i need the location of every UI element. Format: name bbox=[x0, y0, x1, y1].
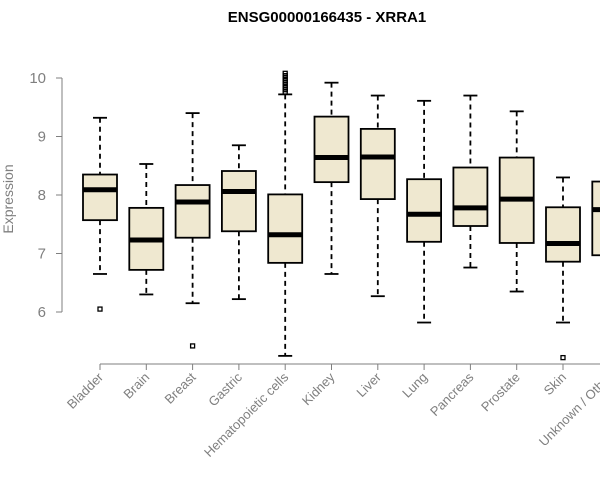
x-tick-label: Liver bbox=[353, 369, 384, 400]
outlier-point bbox=[97, 306, 103, 312]
box-hematopoietic-cells bbox=[267, 70, 304, 357]
y-tick-label: 9 bbox=[38, 129, 46, 146]
x-tick-label: Prostate bbox=[478, 370, 523, 415]
x-tick-label: Breast bbox=[162, 369, 199, 406]
box-brain bbox=[128, 163, 165, 296]
iqr-box bbox=[359, 127, 396, 200]
box-skin bbox=[545, 176, 581, 361]
outlier-point bbox=[282, 70, 288, 76]
chart-title: ENSG00000166435 - XRRA1 bbox=[228, 9, 426, 26]
iqr-box bbox=[545, 206, 581, 263]
box-prostate bbox=[498, 110, 535, 293]
x-tick-label: Bladder bbox=[64, 369, 107, 412]
x-tick-label: Brain bbox=[120, 370, 152, 402]
boxes-layer bbox=[82, 70, 600, 361]
box-gastric bbox=[220, 144, 257, 301]
y-tick-label: 7 bbox=[38, 246, 46, 263]
iqr-box bbox=[220, 170, 257, 233]
y-tick-label: 10 bbox=[29, 70, 46, 87]
x-tick-label: Hematopoietic cells bbox=[201, 369, 292, 460]
box-kidney bbox=[313, 81, 350, 275]
x-tick-label: Kidney bbox=[299, 369, 338, 408]
iqr-box bbox=[174, 184, 211, 239]
iqr-box bbox=[267, 193, 304, 264]
iqr-box bbox=[406, 178, 443, 243]
box-lung bbox=[406, 99, 443, 324]
box-liver bbox=[359, 94, 396, 298]
iqr-box bbox=[313, 115, 350, 184]
x-tick-label: Pancreas bbox=[427, 369, 477, 419]
iqr-box bbox=[591, 180, 600, 257]
y-tick-label: 6 bbox=[38, 304, 46, 321]
outlier-point bbox=[560, 354, 566, 361]
outlier-point bbox=[189, 343, 196, 349]
box-unknown-other bbox=[591, 180, 600, 257]
iqr-box bbox=[452, 166, 489, 227]
y-axis: 6 7 8 9 10 bbox=[29, 70, 63, 321]
box-bladder bbox=[82, 116, 118, 312]
iqr-box bbox=[82, 173, 118, 222]
x-tick-label: Lung bbox=[399, 370, 430, 401]
x-tick-label: Gastric bbox=[205, 369, 245, 409]
x-tick-label: Skin bbox=[541, 370, 569, 398]
y-tick-label: 8 bbox=[38, 187, 46, 204]
box-pancreas bbox=[452, 94, 489, 269]
box-breast bbox=[174, 112, 211, 349]
y-axis-label: Expression bbox=[0, 164, 16, 233]
